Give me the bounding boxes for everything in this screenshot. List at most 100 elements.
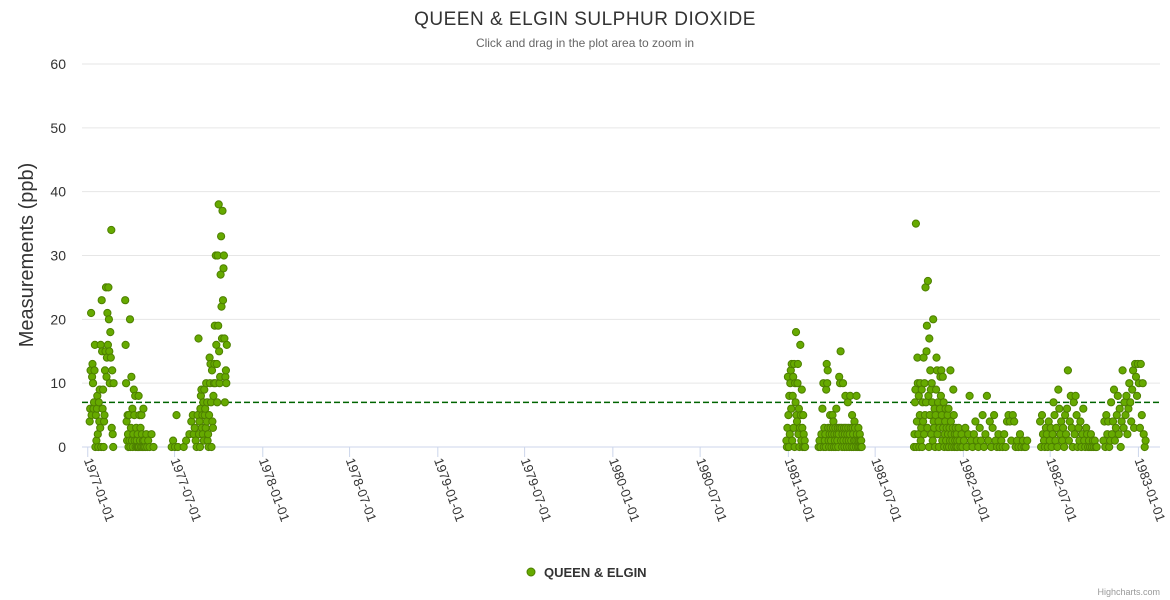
data-point[interactable] <box>949 385 958 394</box>
data-point[interactable] <box>94 398 103 407</box>
data-point[interactable] <box>194 334 203 343</box>
data-point[interactable] <box>147 430 156 439</box>
data-point[interactable] <box>212 359 221 369</box>
data-point[interactable] <box>172 411 181 420</box>
data-point[interactable] <box>121 296 130 305</box>
data-point[interactable] <box>1001 442 1010 452</box>
data-point[interactable] <box>857 442 866 452</box>
data-point[interactable] <box>214 200 223 209</box>
data-point[interactable] <box>122 379 131 388</box>
data-point[interactable] <box>927 379 936 388</box>
data-point[interactable] <box>104 283 113 292</box>
data-point[interactable] <box>217 232 226 241</box>
legend-item-queen-elgin[interactable]: QUEEN & ELGIN <box>544 565 647 580</box>
data-point[interactable] <box>920 379 929 388</box>
data-point[interactable] <box>932 385 941 394</box>
data-point[interactable] <box>793 379 802 388</box>
data-point[interactable] <box>109 379 118 388</box>
data-point[interactable] <box>1055 404 1064 413</box>
data-point[interactable] <box>1000 430 1009 439</box>
credits-link[interactable]: Highcharts.com <box>1097 587 1160 597</box>
data-point[interactable] <box>1114 430 1123 439</box>
data-point[interactable] <box>949 411 958 420</box>
data-point[interactable] <box>791 328 801 337</box>
data-point[interactable] <box>204 430 213 439</box>
data-point[interactable] <box>832 404 841 413</box>
data-point[interactable] <box>796 340 805 349</box>
data-point[interactable] <box>975 423 984 432</box>
data-point[interactable] <box>219 251 228 260</box>
data-point[interactable] <box>90 366 99 375</box>
series-points[interactable] <box>85 200 1150 452</box>
data-point[interactable] <box>922 321 932 330</box>
data-point[interactable] <box>787 404 796 413</box>
data-point[interactable] <box>1092 442 1101 452</box>
data-point[interactable] <box>207 442 216 452</box>
data-point[interactable] <box>1064 436 1074 445</box>
data-point[interactable] <box>100 411 109 420</box>
data-point[interactable] <box>106 328 115 337</box>
data-point[interactable] <box>221 366 230 375</box>
data-point[interactable] <box>932 353 941 362</box>
data-point[interactable] <box>220 398 229 407</box>
data-point[interactable] <box>1141 436 1150 445</box>
data-point[interactable] <box>88 379 98 388</box>
data-point[interactable] <box>99 442 108 452</box>
data-point[interactable] <box>208 423 217 432</box>
data-point[interactable] <box>1137 411 1146 420</box>
data-point[interactable] <box>1128 385 1137 394</box>
data-point[interactable] <box>1138 379 1147 388</box>
data-point[interactable] <box>149 442 158 452</box>
data-point[interactable] <box>108 366 117 375</box>
data-point[interactable] <box>799 411 808 420</box>
data-point[interactable] <box>215 347 224 356</box>
data-point[interactable] <box>214 321 223 330</box>
data-point[interactable] <box>1136 359 1145 369</box>
data-point[interactable] <box>978 411 987 420</box>
data-point[interactable] <box>1053 442 1062 452</box>
data-point[interactable] <box>1118 366 1127 375</box>
data-point[interactable] <box>1126 398 1135 407</box>
data-point[interactable] <box>108 430 117 439</box>
data-point[interactable] <box>801 442 810 452</box>
data-point[interactable] <box>102 372 111 381</box>
data-point[interactable] <box>1050 411 1059 420</box>
data-point[interactable] <box>1135 423 1145 432</box>
data-point[interactable] <box>104 315 114 324</box>
data-point[interactable] <box>1063 366 1073 375</box>
data-point[interactable] <box>946 366 955 375</box>
data-point[interactable] <box>990 411 999 420</box>
legend[interactable]: QUEEN & ELGIN <box>526 565 647 580</box>
data-point[interactable] <box>1010 417 1019 426</box>
data-point[interactable] <box>1116 442 1125 452</box>
data-point[interactable] <box>109 442 118 452</box>
data-point[interactable] <box>1023 436 1032 445</box>
data-point[interactable] <box>1079 404 1088 413</box>
data-point[interactable] <box>926 366 935 375</box>
data-point[interactable] <box>982 391 992 400</box>
data-point[interactable] <box>96 423 105 432</box>
data-point[interactable] <box>222 379 231 388</box>
data-point[interactable] <box>1071 391 1080 400</box>
data-point[interactable] <box>1060 442 1069 452</box>
data-point[interactable] <box>971 417 980 426</box>
data-point[interactable] <box>922 347 931 356</box>
data-point[interactable] <box>205 411 214 420</box>
data-point[interactable] <box>1076 417 1085 426</box>
data-point[interactable] <box>1109 385 1119 394</box>
data-point[interactable] <box>127 372 136 381</box>
data-point[interactable] <box>107 225 116 235</box>
data-point[interactable] <box>838 379 848 388</box>
data-point[interactable] <box>106 353 115 362</box>
data-point[interactable] <box>99 385 108 394</box>
data-point[interactable] <box>791 398 800 407</box>
data-point[interactable] <box>852 391 861 400</box>
data-point[interactable] <box>944 404 953 413</box>
data-point[interactable] <box>938 372 947 381</box>
data-point[interactable] <box>195 442 205 452</box>
data-point[interactable] <box>218 296 228 305</box>
data-point[interactable] <box>1049 398 1058 407</box>
data-point[interactable] <box>218 206 227 215</box>
data-point[interactable] <box>823 379 832 388</box>
data-point[interactable] <box>918 442 927 452</box>
